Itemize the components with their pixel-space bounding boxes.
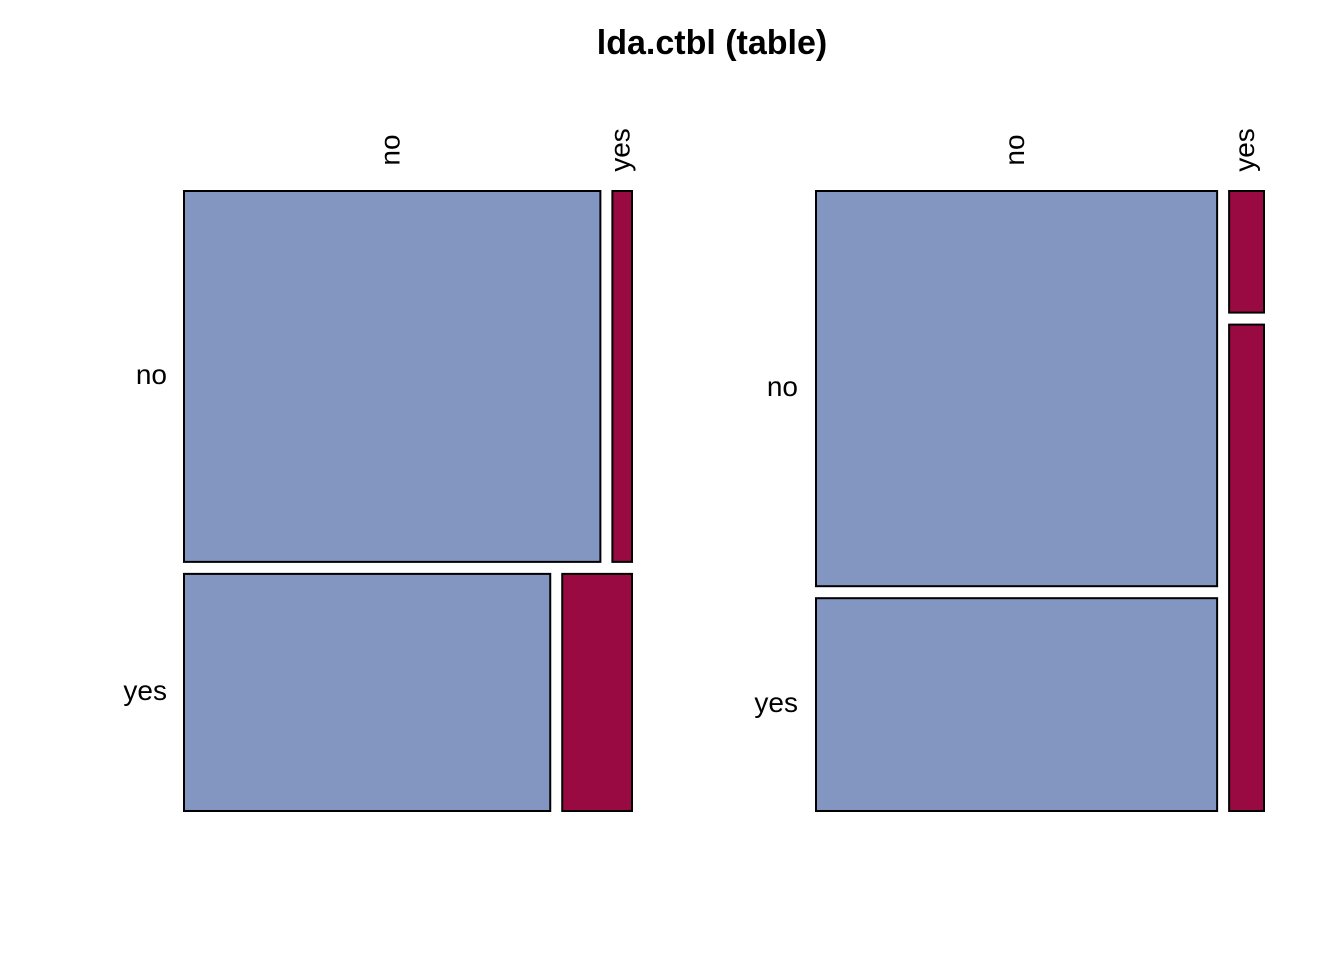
row-label-yes: yes (123, 675, 167, 706)
column-label-yes: yes (1229, 128, 1260, 172)
row-label-no: no (767, 371, 798, 402)
row-label-no: no (136, 359, 167, 390)
mosaic-tile-col-yes-row-yes (1228, 323, 1265, 812)
mosaic-tile-row-no-col-no (183, 190, 602, 563)
column-label-no: no (999, 134, 1030, 165)
column-label-no: no (375, 134, 406, 165)
chart-title: lda.ctbl (table) (597, 24, 827, 62)
mosaic-tile-col-no-row-no (815, 190, 1219, 588)
column-label-yes: yes (605, 128, 636, 172)
mosaic-tile-row-yes-col-no (183, 572, 552, 812)
mosaic-tile-col-no-row-yes (815, 597, 1219, 813)
mosaic-panel-right: no yes no yes (754, 128, 1265, 813)
mosaic-tile-row-yes-col-yes (561, 572, 633, 812)
mosaic-tile-row-no-col-yes (611, 190, 634, 563)
row-label-yes: yes (754, 687, 798, 718)
mosaic-tile-col-yes-row-no (1228, 190, 1265, 314)
mosaic-panel-left: no yes no yes (123, 128, 636, 812)
